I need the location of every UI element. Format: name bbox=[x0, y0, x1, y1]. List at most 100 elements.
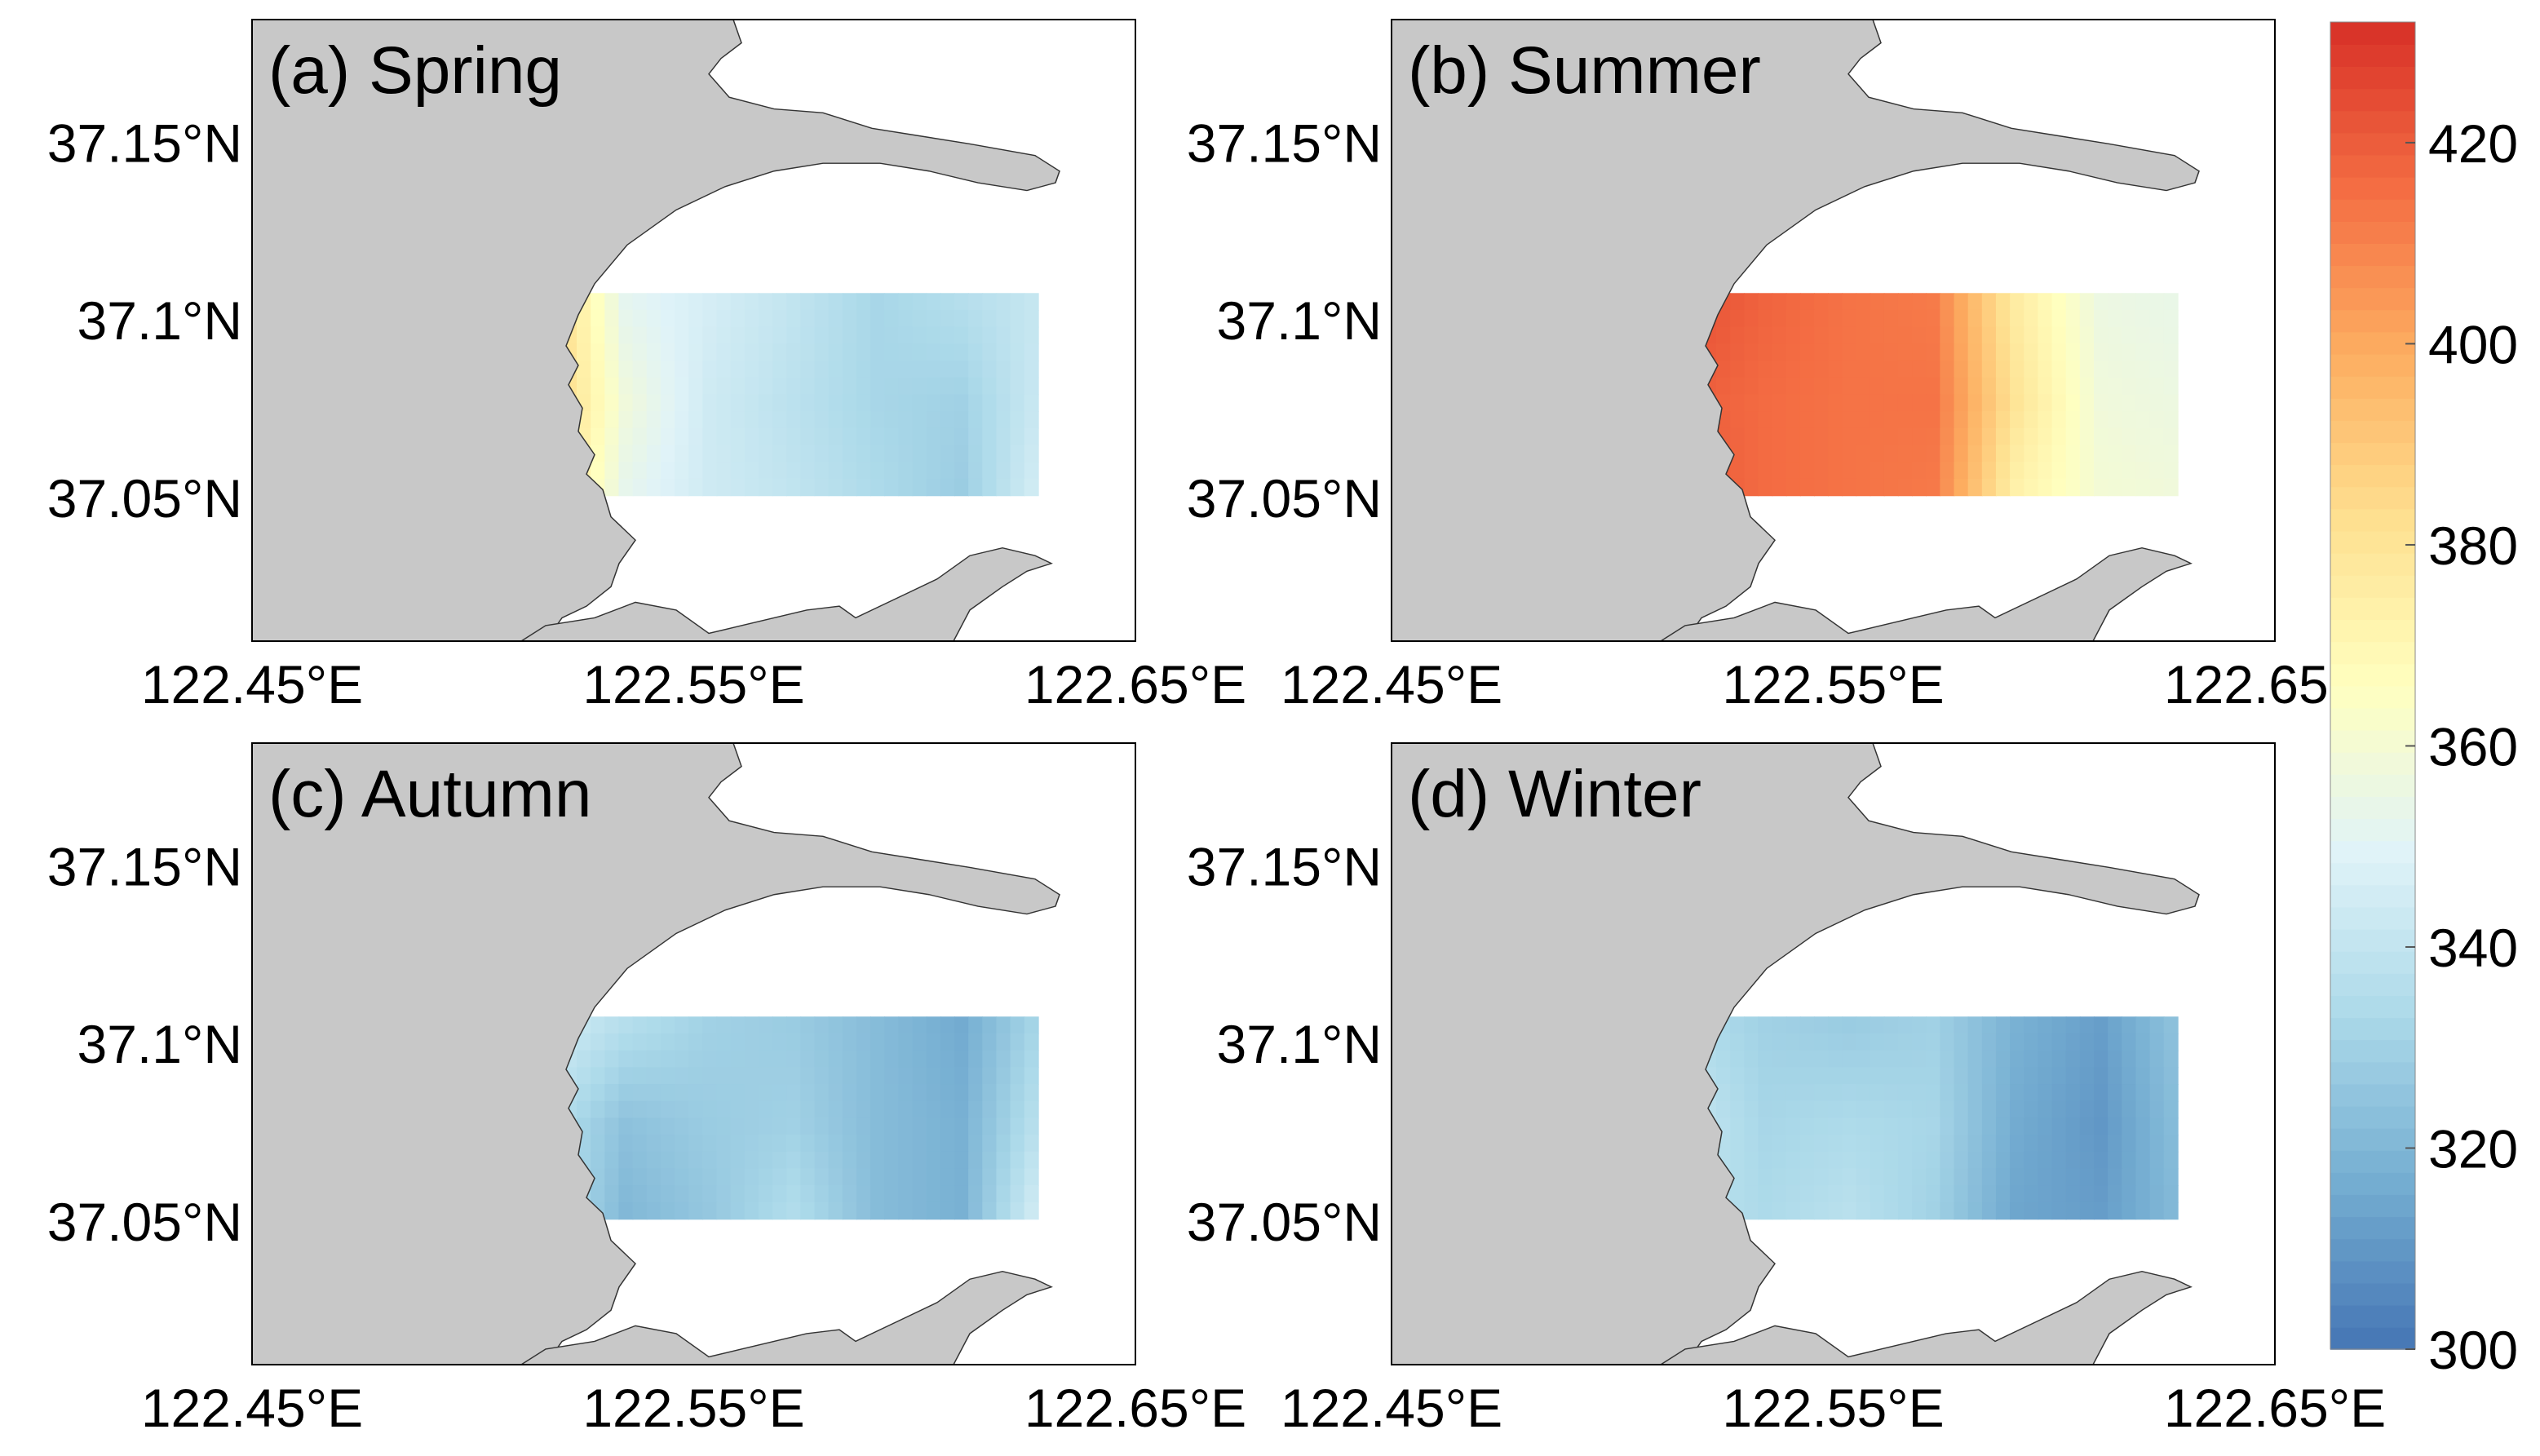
field-cell bbox=[1981, 394, 1997, 412]
field-cell bbox=[1786, 377, 1801, 396]
field-cell bbox=[1716, 1084, 1731, 1102]
field-cell bbox=[828, 1084, 843, 1102]
field-cell bbox=[772, 343, 788, 361]
field-cell bbox=[2163, 326, 2179, 345]
field-cell bbox=[1758, 1202, 1773, 1220]
field-cell bbox=[1828, 1135, 1843, 1153]
field-cell bbox=[744, 445, 759, 462]
field-cell bbox=[926, 394, 941, 412]
field-cell bbox=[1786, 1016, 1801, 1034]
field-cell bbox=[730, 1135, 746, 1153]
colorbar-segment bbox=[2330, 1238, 2415, 1262]
field-cell bbox=[1883, 1168, 1899, 1186]
field-cell bbox=[814, 1151, 830, 1170]
field-cell bbox=[1883, 1135, 1899, 1153]
field-cell bbox=[842, 377, 857, 396]
field-cell bbox=[1926, 1117, 1941, 1135]
colorbar-segment bbox=[2330, 773, 2415, 797]
field-cell bbox=[577, 1050, 591, 1069]
field-cell bbox=[577, 1084, 591, 1102]
field-cell bbox=[1912, 377, 1927, 396]
field-cell bbox=[2163, 1202, 2179, 1220]
field-cell bbox=[1828, 462, 1843, 480]
field-cell bbox=[996, 377, 1011, 396]
field-cell bbox=[1842, 394, 1857, 412]
colorbar-segment bbox=[2330, 1172, 2415, 1195]
field-cell bbox=[926, 293, 941, 311]
field-cell bbox=[898, 1202, 914, 1220]
field-cell bbox=[632, 1084, 648, 1102]
field-cell bbox=[758, 326, 773, 345]
field-cell bbox=[954, 361, 969, 378]
field-cell bbox=[2163, 462, 2179, 480]
field-cell bbox=[618, 1100, 634, 1119]
field-cell bbox=[688, 293, 704, 311]
field-cell bbox=[2079, 1185, 2095, 1203]
field-cell bbox=[828, 377, 843, 396]
field-cell bbox=[1995, 1084, 2011, 1102]
field-cell bbox=[814, 293, 830, 311]
field-cell bbox=[618, 1067, 634, 1085]
field-cell bbox=[1897, 427, 1913, 446]
field-cell bbox=[856, 445, 871, 462]
field-cell bbox=[912, 1084, 927, 1102]
field-cell bbox=[2010, 427, 2025, 446]
field-cell bbox=[591, 1135, 606, 1153]
field-cell bbox=[1926, 1067, 1941, 1085]
field-cell bbox=[1981, 1185, 1997, 1203]
field-cell bbox=[2024, 1084, 2039, 1102]
field-cell bbox=[1981, 343, 1997, 361]
field-cell bbox=[2038, 343, 2053, 361]
field-cell bbox=[2122, 478, 2137, 497]
field-cell bbox=[2093, 462, 2109, 480]
colorbar-segment bbox=[2330, 176, 2415, 200]
field-cell bbox=[2010, 309, 2025, 328]
field-cell bbox=[618, 1185, 634, 1203]
field-cell bbox=[1967, 1202, 1983, 1220]
field-cell bbox=[1926, 1100, 1941, 1119]
field-cell bbox=[2135, 411, 2151, 429]
field-cell bbox=[912, 1117, 927, 1135]
field-cell bbox=[1981, 1067, 1997, 1085]
field-cell bbox=[2065, 1168, 2081, 1186]
field-cell bbox=[2038, 394, 2053, 412]
field-cell bbox=[2065, 1050, 2081, 1069]
field-cell bbox=[1758, 1067, 1773, 1085]
field-cell bbox=[1856, 1067, 1871, 1085]
field-cell bbox=[1772, 427, 1787, 446]
field-cell bbox=[2093, 1033, 2109, 1051]
field-cell bbox=[870, 1016, 886, 1034]
field-cell bbox=[898, 462, 914, 480]
field-cell bbox=[1897, 1202, 1913, 1220]
field-cell bbox=[1758, 1100, 1773, 1119]
field-cell bbox=[758, 1202, 773, 1220]
field-cell bbox=[1954, 462, 1969, 480]
field-cell bbox=[758, 1100, 773, 1119]
field-cell bbox=[1967, 462, 1983, 480]
field-cell bbox=[716, 1100, 732, 1119]
field-cell bbox=[1954, 1168, 1969, 1186]
field-cell bbox=[786, 1168, 802, 1186]
field-cell bbox=[688, 427, 704, 446]
field-cell bbox=[632, 1117, 648, 1135]
field-cell bbox=[996, 343, 1011, 361]
field-cell bbox=[1730, 1033, 1746, 1051]
field-cell bbox=[1772, 377, 1787, 396]
field-cell bbox=[1926, 394, 1941, 412]
field-cell bbox=[2108, 462, 2123, 480]
field-cell bbox=[982, 1185, 998, 1203]
field-cell bbox=[884, 1135, 900, 1153]
field-cell bbox=[1912, 1050, 1927, 1069]
field-cell bbox=[2122, 293, 2137, 311]
field-cell bbox=[1772, 478, 1787, 497]
field-cell bbox=[1814, 361, 1829, 378]
colorbar-segment bbox=[2330, 1149, 2415, 1173]
field-cell bbox=[1883, 1202, 1899, 1220]
field-cell bbox=[2065, 326, 2081, 345]
field-cell bbox=[1995, 394, 2011, 412]
field-cell bbox=[1870, 309, 1885, 328]
field-cell bbox=[982, 1202, 998, 1220]
field-cell bbox=[758, 1033, 773, 1051]
field-cell bbox=[1786, 1084, 1801, 1102]
field-cell bbox=[1981, 1084, 1997, 1102]
